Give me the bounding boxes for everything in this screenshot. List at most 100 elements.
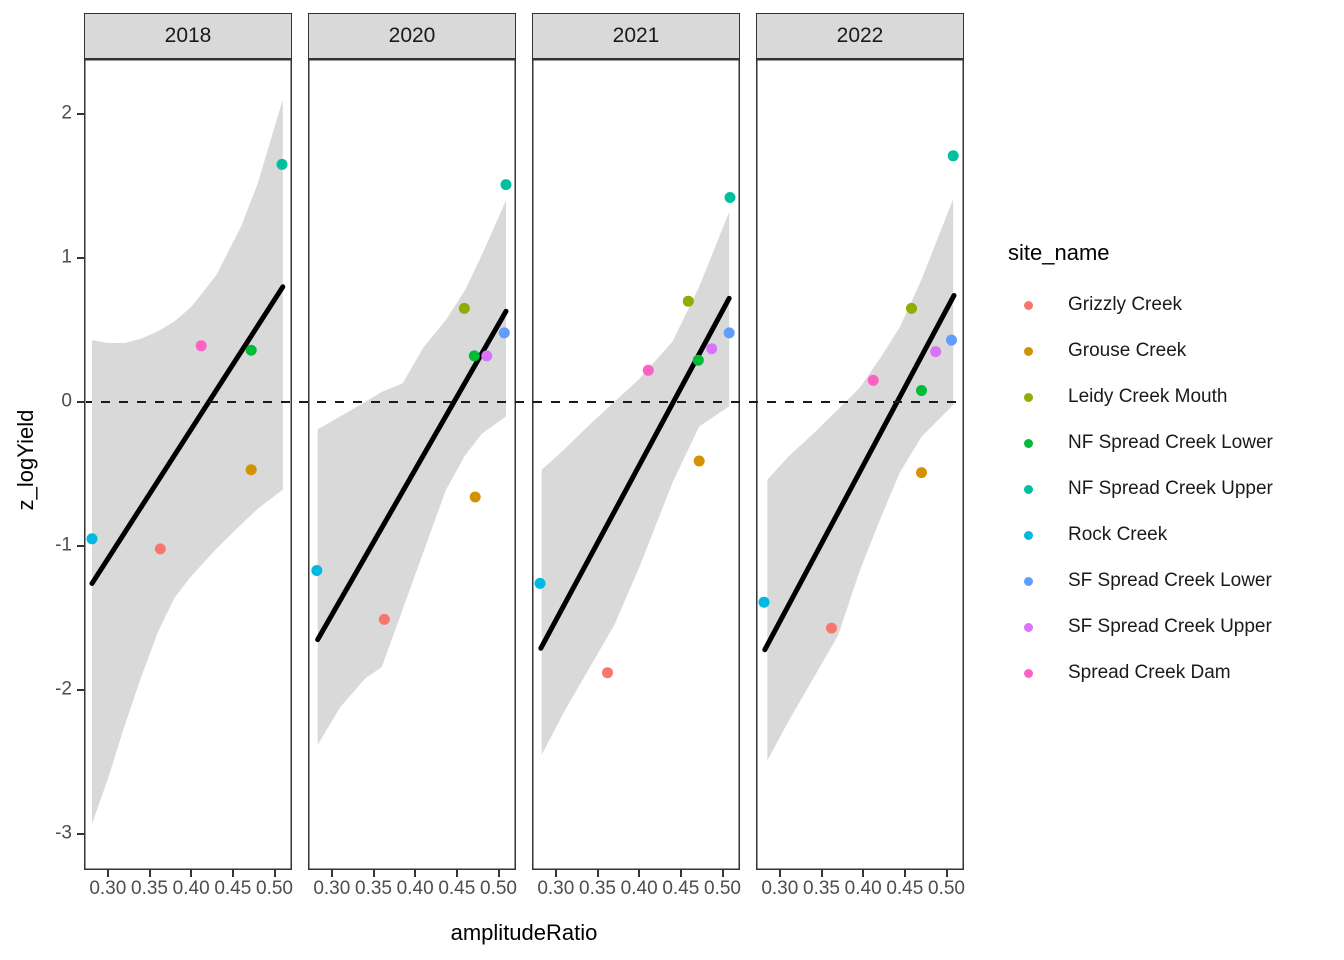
legend-label: NF Spread Creek Upper [1068,478,1273,499]
data-point [245,464,257,476]
data-point [500,179,512,191]
confidence-ribbon [541,211,730,755]
x-tick-mark [231,870,234,877]
data-point [378,613,390,625]
y-tick-mark [77,257,84,259]
x-tick-label: 0.40 [396,878,434,899]
data-point [276,158,288,170]
x-tick-label: 0.50 [480,878,517,899]
x-tick-mark [903,870,906,877]
y-tick-mark [77,401,84,403]
data-point [947,150,959,162]
legend-label: Leidy Creek Mouth [1068,386,1228,407]
x-tick-mark [679,870,682,877]
data-point [906,302,917,314]
legend-point-icon [1023,438,1033,448]
x-tick-label: 0.40 [172,878,210,899]
x-tick-mark [596,870,599,877]
trend-line [315,308,509,643]
facet-strip-2022: 2022 [756,13,964,59]
legend-key [1008,346,1048,356]
x-tick-label: 0.45 [438,878,476,899]
y-tick-mark [77,545,84,547]
x-tick-label: 0.45 [662,878,700,899]
legend-key [1008,392,1048,402]
legend-point-icon [1023,668,1033,678]
x-tick-mark [778,870,781,877]
x-tick-mark [414,870,417,877]
legend-label: Spread Creek Dam [1068,662,1231,683]
data-point [469,491,481,503]
confidence-ribbon [767,199,954,761]
data-point [692,354,704,366]
x-tick-label: 0.35 [355,878,392,899]
panel-border [532,59,740,870]
x-tick-label: 0.45 [886,878,924,899]
x-tick-mark [820,870,823,877]
trend-line [89,284,286,586]
legend-label: SF Spread Creek Upper [1068,616,1272,637]
data-point [481,350,493,362]
legend-key [1008,300,1048,310]
legend-item: Rock Creek [1008,512,1273,558]
data-point [693,455,705,467]
y-tick-label: 1 [61,246,72,268]
x-tick-mark [330,870,333,877]
data-point [86,533,98,545]
data-point [706,343,718,355]
legend-point-icon [1023,622,1033,632]
y-tick-label: -3 [55,822,72,844]
legend-point-icon [1023,484,1033,494]
data-point [826,622,837,634]
legend-point-icon [1023,530,1033,540]
x-axis-title: amplitudeRatio [450,920,598,945]
data-point [758,596,770,608]
facet-panel-2018 [84,59,292,870]
legend-item: SF Spread Creek Upper [1008,604,1273,650]
legend-item: SF Spread Creek Lower [1008,558,1273,604]
data-point [195,340,207,352]
x-tick-label: 0.30 [89,878,127,899]
data-point [723,327,735,339]
data-point [498,327,510,339]
facet-strip-label: 2022 [836,24,884,47]
data-point [602,667,613,679]
legend-label: Rock Creek [1068,524,1168,545]
x-tick-mark [862,870,865,877]
facet-panel-2020 [308,59,516,870]
x-tick-mark [497,870,500,877]
x-tick-mark [638,870,641,877]
legend-key [1008,622,1048,632]
panel-border [756,59,964,870]
legend-label: Grizzly Creek [1068,294,1183,315]
x-tick-label: 0.35 [579,878,616,899]
legend-label: Grouse Creek [1068,340,1187,361]
facet-panel-2021 [532,59,740,870]
legend-item: Spread Creek Dam [1008,650,1273,696]
data-point [642,364,654,376]
data-point [682,295,694,307]
x-tick-mark [455,870,458,877]
legend-label: NF Spread Creek Lower [1068,432,1273,453]
x-tick-mark [148,870,151,877]
legend-point-icon [1023,392,1033,402]
x-tick-mark [106,870,109,877]
x-tick-label: 0.50 [256,878,293,899]
x-tick-label: 0.50 [928,878,965,899]
data-point [916,385,927,396]
confidence-ribbon [92,99,283,824]
x-tick-mark [554,870,557,877]
y-tick-mark [77,113,84,115]
legend-item: NF Spread Creek Lower [1008,420,1273,466]
legend-item: Grizzly Creek [1008,282,1273,328]
panel-border [308,59,516,870]
x-tick-label: 0.40 [844,878,882,899]
y-tick-mark [77,833,84,835]
x-tick-mark [721,870,724,877]
x-tick-label: 0.30 [537,878,575,899]
y-tick-label: -2 [55,678,72,700]
x-tick-label: 0.30 [313,878,351,899]
facet-strip-label: 2020 [388,24,436,47]
x-tick-label: 0.35 [131,878,168,899]
